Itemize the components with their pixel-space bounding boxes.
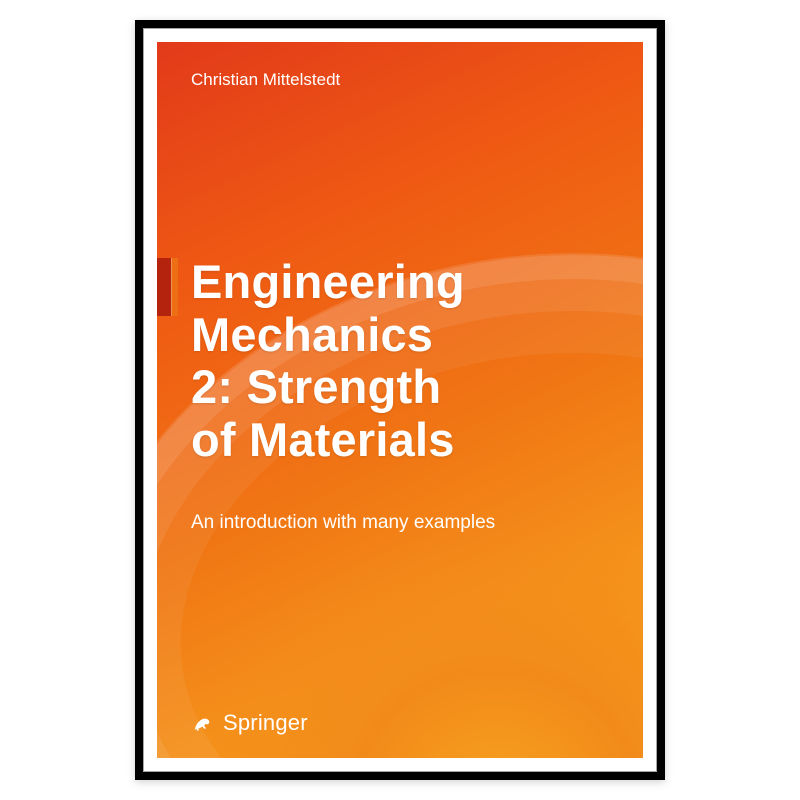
title-line: 2: Strength xyxy=(191,360,441,413)
springer-horse-icon xyxy=(191,712,213,734)
book-title: Engineering Mechanics 2: Strength of Mat… xyxy=(191,256,617,467)
title-line: Engineering xyxy=(191,255,465,308)
spine-accent-inner xyxy=(171,258,178,316)
book-cover: Christian Mittelstedt Engineering Mechan… xyxy=(157,42,643,758)
spine-accent-outer xyxy=(157,258,171,316)
publisher-name: Springer xyxy=(223,710,308,736)
title-line: of Materials xyxy=(191,413,455,466)
author-name: Christian Mittelstedt xyxy=(191,70,340,90)
picture-frame: Christian Mittelstedt Engineering Mechan… xyxy=(135,20,665,780)
book-subtitle: An introduction with many examples xyxy=(191,512,617,534)
title-line: Mechanics xyxy=(191,308,433,361)
publisher-block: Springer xyxy=(191,710,308,736)
product-image-wrap: Christian Mittelstedt Engineering Mechan… xyxy=(0,0,800,800)
